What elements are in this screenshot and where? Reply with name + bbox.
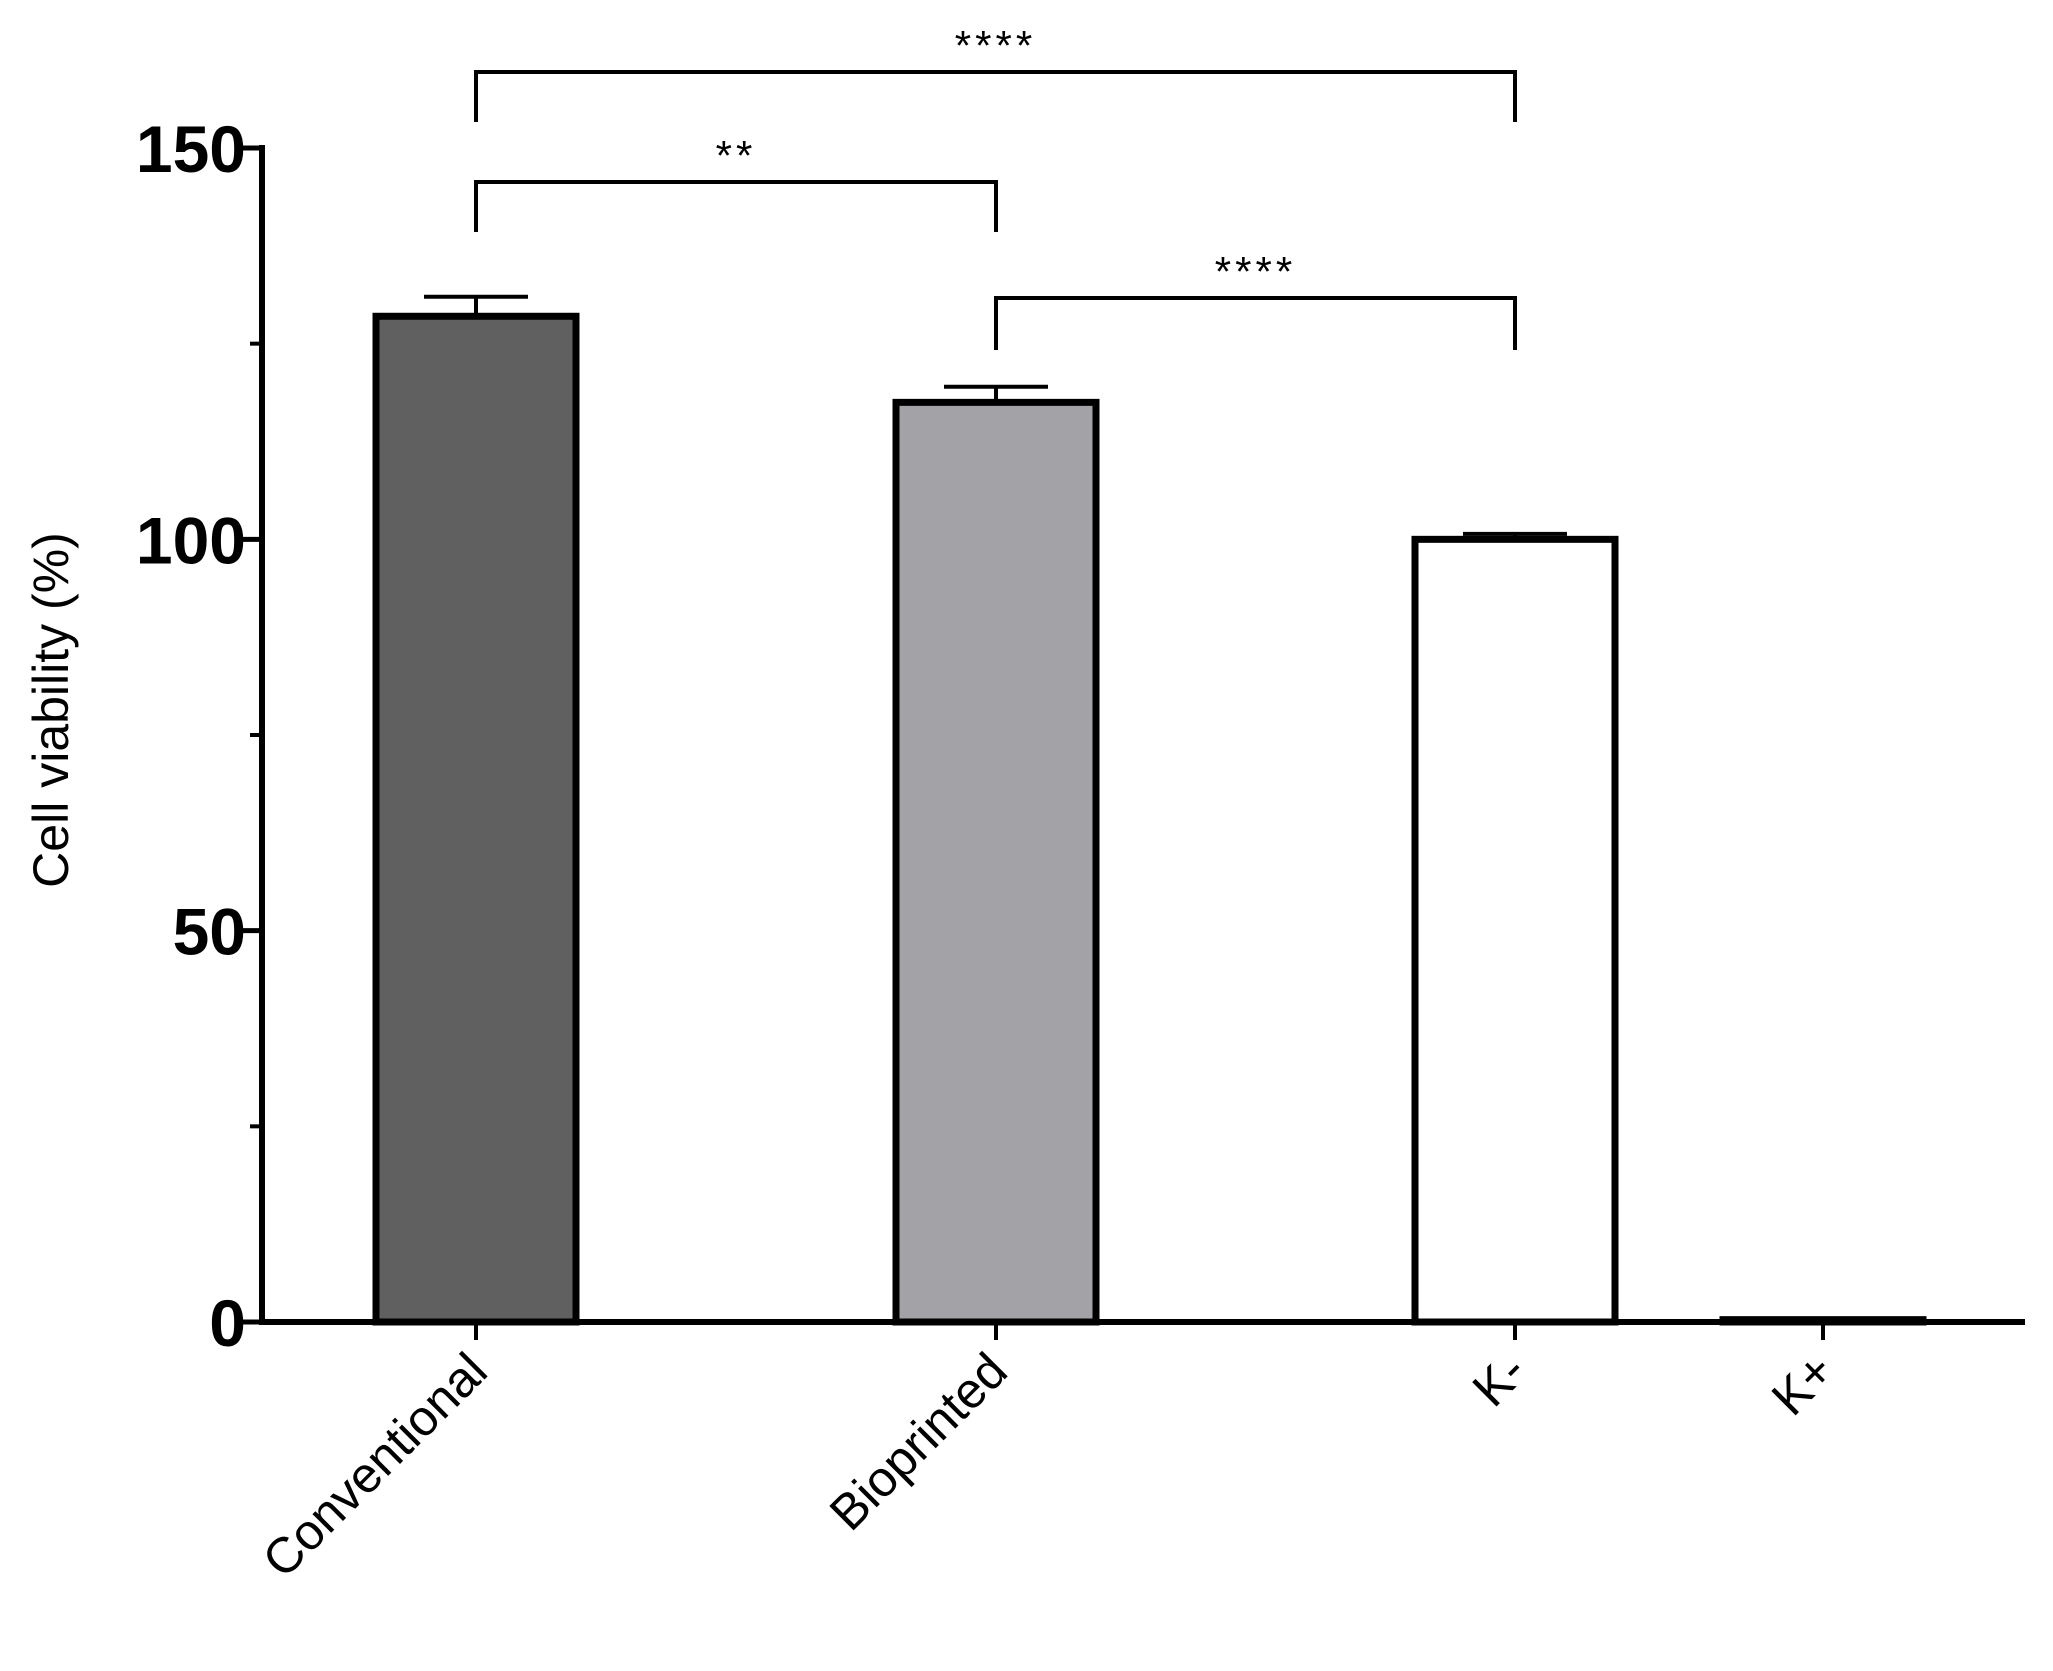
bars-group bbox=[372, 312, 1927, 1326]
x-category-label: K+ bbox=[1761, 1342, 1845, 1426]
error-bars-group bbox=[424, 294, 1567, 540]
y-tick-label: 150 bbox=[136, 112, 246, 186]
x-ticks-group: Conventional Bioprinted K- K+ bbox=[252, 1322, 1845, 1588]
x-category-label: Bioprinted bbox=[819, 1342, 1018, 1541]
significance-bracket bbox=[994, 296, 1517, 350]
y-axis-title: Cell viability (%) bbox=[23, 532, 79, 888]
significance-label: **** bbox=[1215, 248, 1296, 295]
y-ticks-group: 0 50 100 150 bbox=[136, 112, 262, 1360]
significance-bracket bbox=[474, 180, 998, 232]
significance-label: **** bbox=[955, 22, 1036, 69]
significance-label: ** bbox=[716, 132, 757, 179]
bar-bioprinted bbox=[892, 398, 1100, 1326]
y-tick-label: 50 bbox=[173, 895, 246, 969]
x-category-label: Conventional bbox=[252, 1342, 498, 1588]
x-category-label: K- bbox=[1462, 1342, 1537, 1417]
significance-bracket bbox=[474, 70, 1517, 122]
y-tick-label: 0 bbox=[209, 1286, 246, 1360]
bar-kminus bbox=[1411, 535, 1619, 1326]
bar-conventional bbox=[372, 312, 580, 1326]
y-tick-label: 100 bbox=[136, 503, 246, 577]
significance-group: ********** bbox=[474, 22, 1517, 350]
